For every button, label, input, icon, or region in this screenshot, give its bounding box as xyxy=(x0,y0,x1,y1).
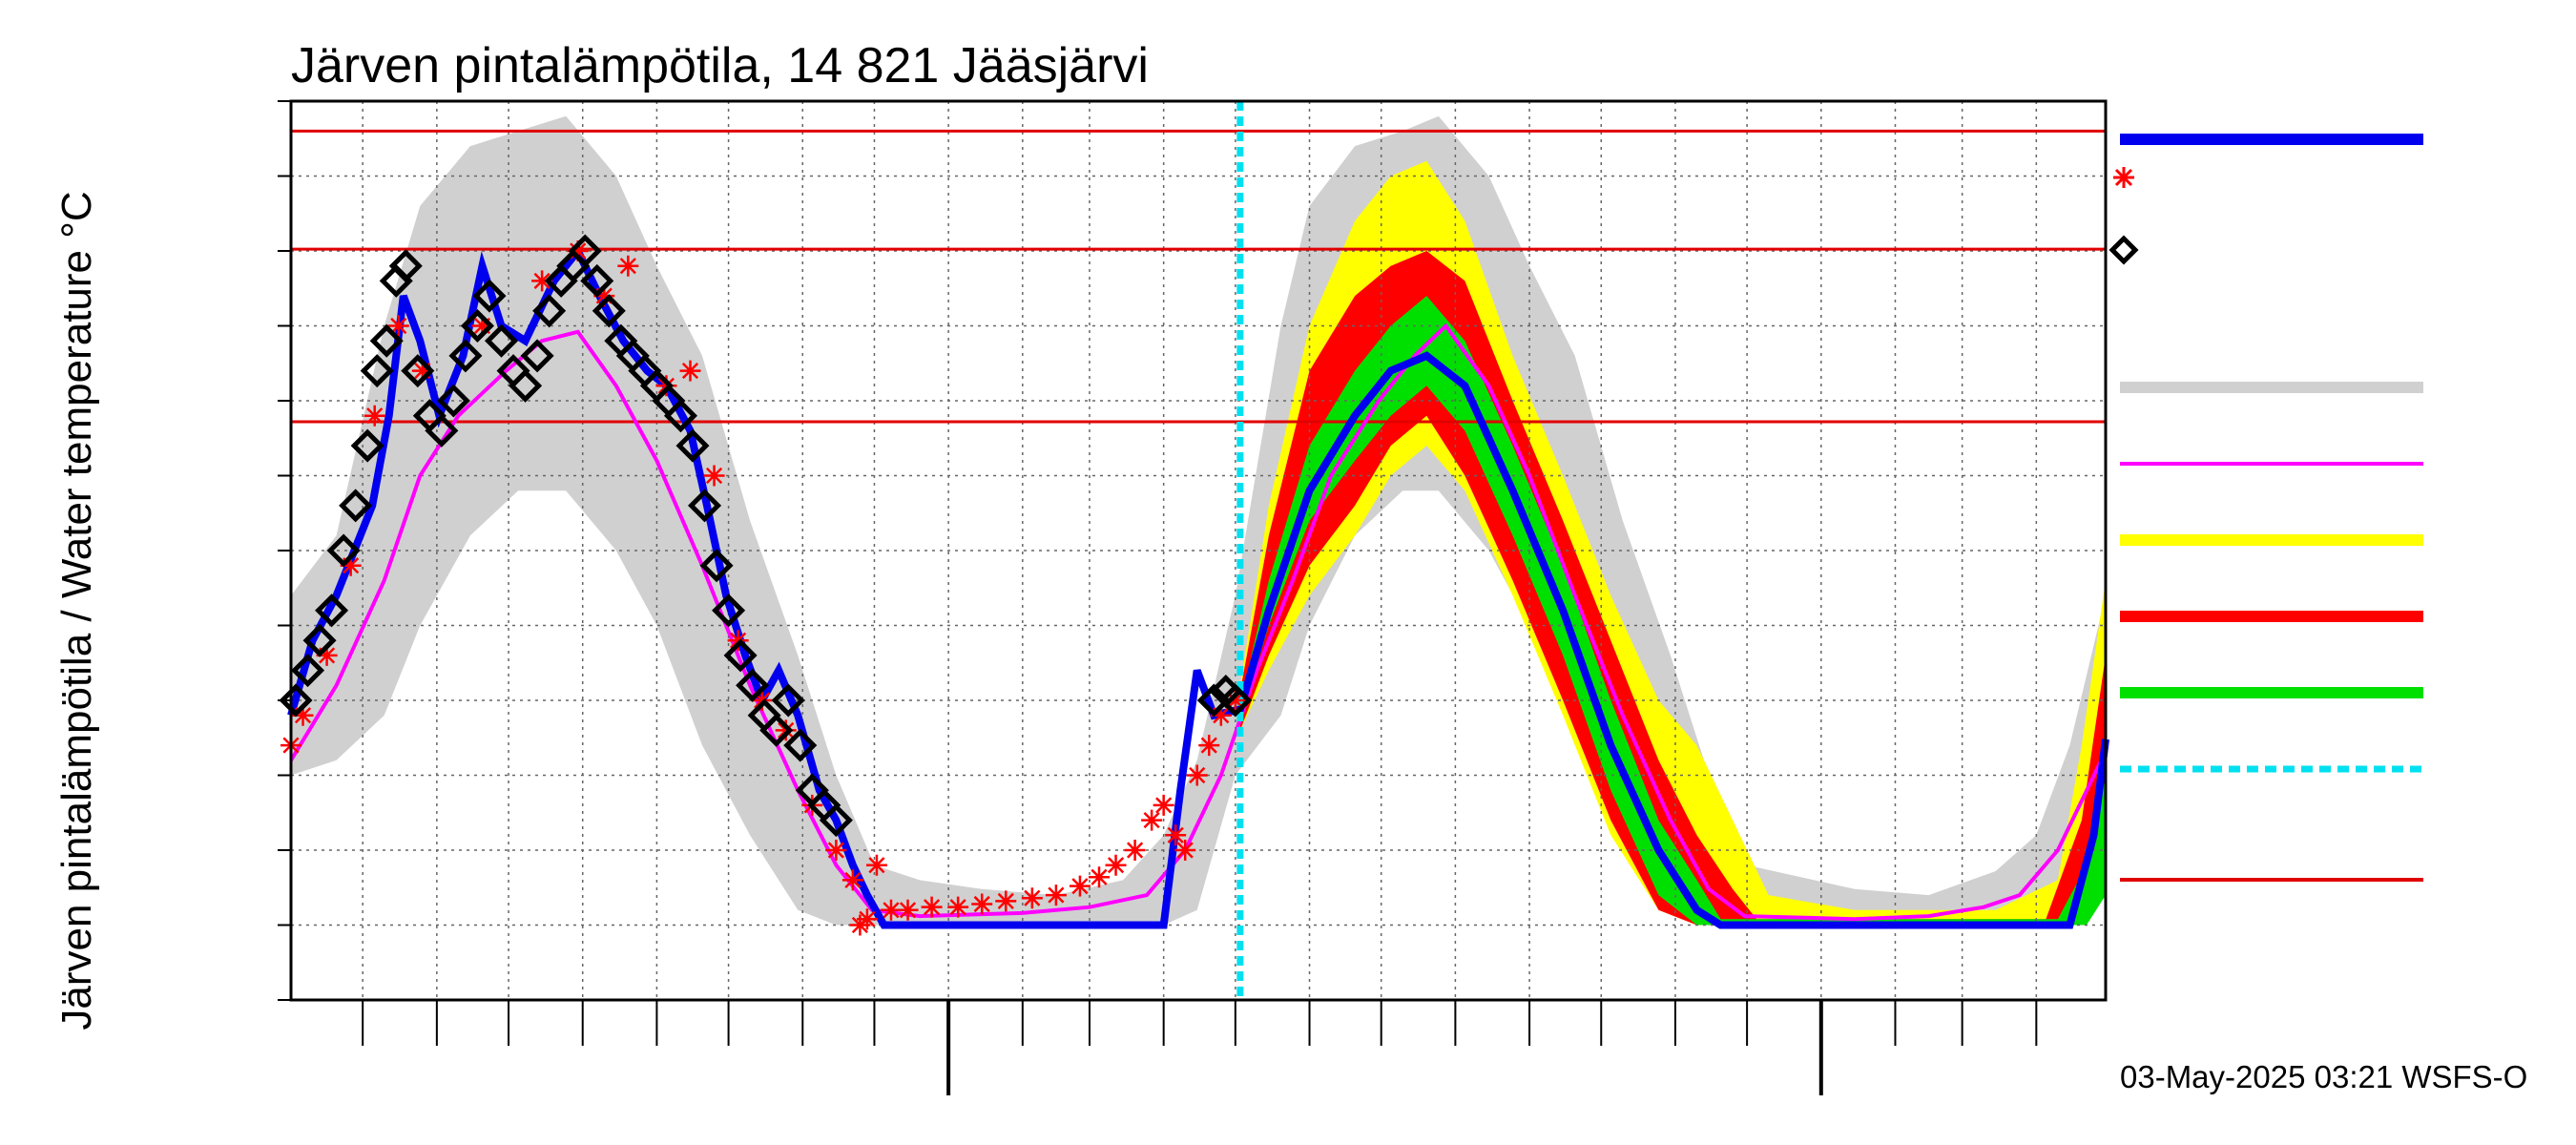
observed-point xyxy=(326,533,361,568)
legend-swatch-1 xyxy=(2113,167,2134,188)
unofficial-point xyxy=(531,270,553,292)
observed-point xyxy=(315,593,349,628)
observed-point xyxy=(532,294,567,328)
unofficial-point xyxy=(316,644,338,666)
unofficial-point xyxy=(1174,840,1196,861)
unofficial-point xyxy=(1224,690,1246,711)
observed-point xyxy=(699,549,734,583)
observed-point xyxy=(401,354,435,388)
unofficial-point xyxy=(292,704,314,726)
y-axis-label: Järven pintalämpötila / Water temperatur… xyxy=(53,191,100,1030)
observed-point xyxy=(580,263,614,298)
observed-point xyxy=(1218,683,1253,718)
legend xyxy=(2109,134,2423,882)
legend-swatch-3 xyxy=(2120,382,2423,393)
observed-point xyxy=(302,623,337,657)
observed-point xyxy=(771,683,805,718)
unofficial-point xyxy=(947,896,969,918)
unofficial-point xyxy=(897,899,919,921)
legend-swatch-7 xyxy=(2120,687,2423,698)
observed-point xyxy=(1196,683,1231,718)
observed-point xyxy=(783,728,818,762)
observed-point xyxy=(425,413,459,448)
unofficial-point xyxy=(856,908,878,930)
observed-point xyxy=(736,668,770,702)
unofficial-point xyxy=(703,465,725,487)
observed-point xyxy=(369,323,404,358)
unofficial-point xyxy=(1105,854,1127,876)
observed-point xyxy=(675,428,710,463)
unofficial-point xyxy=(679,360,701,382)
unofficial-point xyxy=(1021,887,1043,909)
observed-point xyxy=(568,234,602,268)
observed-point xyxy=(592,294,626,328)
unofficial-point xyxy=(921,896,943,918)
unofficial-point xyxy=(865,854,887,876)
unofficial-point xyxy=(567,240,589,261)
unofficial-point xyxy=(617,255,639,277)
x-axis xyxy=(362,1000,2038,1095)
observed-point xyxy=(291,654,325,688)
observed-point xyxy=(350,428,384,463)
observed-point xyxy=(687,489,722,523)
observed-point xyxy=(520,339,554,373)
unofficial-point xyxy=(727,630,749,652)
observed-point xyxy=(448,339,483,373)
legend-swatch-5 xyxy=(2120,534,2423,546)
unofficial-point xyxy=(471,315,493,337)
unofficial-point xyxy=(1089,866,1110,888)
observed-point xyxy=(436,384,470,418)
unofficial-point xyxy=(1165,824,1187,846)
series-mean-line xyxy=(289,323,2108,922)
unofficial-point xyxy=(775,719,797,741)
observed-point xyxy=(723,638,758,673)
unofficial-point xyxy=(825,840,847,861)
unofficial-point xyxy=(387,315,409,337)
unofficial-point xyxy=(1045,885,1067,906)
plot-fills xyxy=(291,115,2106,926)
observed-point xyxy=(484,323,519,358)
observed-point xyxy=(819,803,853,838)
unofficial-point xyxy=(880,899,902,921)
observed-point xyxy=(712,593,746,628)
unofficial-point xyxy=(340,554,362,576)
unofficial-point xyxy=(1153,794,1174,816)
observed-point xyxy=(663,399,698,433)
observed-point xyxy=(472,279,507,313)
observed-point xyxy=(509,368,543,403)
unofficial-point xyxy=(1141,809,1163,831)
legend-swatch-2 xyxy=(2109,235,2139,265)
chart-title: Järven pintalämpötila, 14 821 Jääsjärvi xyxy=(291,38,1149,94)
unofficial-point xyxy=(364,405,385,427)
unofficial-point xyxy=(841,869,863,891)
unofficial-point xyxy=(995,890,1017,912)
unofficial-point xyxy=(411,360,433,382)
y-axis xyxy=(278,100,291,1001)
unofficial-point xyxy=(1210,704,1232,726)
observed-point xyxy=(279,683,313,718)
unofficial-point xyxy=(1198,735,1220,757)
unofficial-point xyxy=(1124,840,1146,861)
unofficial-point xyxy=(655,375,677,397)
unofficial-point xyxy=(971,893,993,915)
legend-swatch-6 xyxy=(2120,611,2423,622)
observed-point xyxy=(759,713,794,747)
unofficial-point xyxy=(751,690,773,711)
unofficial-point xyxy=(593,285,615,307)
unofficial-point xyxy=(1069,875,1091,897)
observed-point xyxy=(388,249,423,283)
observed-point xyxy=(360,354,394,388)
unofficial-point xyxy=(1186,764,1208,786)
legend-swatch-0 xyxy=(2120,134,2423,145)
observed-point xyxy=(460,308,494,344)
observed-point xyxy=(339,489,373,523)
footer-timestamp: 03-May-2025 03:21 WSFS-O xyxy=(2120,1059,2527,1094)
